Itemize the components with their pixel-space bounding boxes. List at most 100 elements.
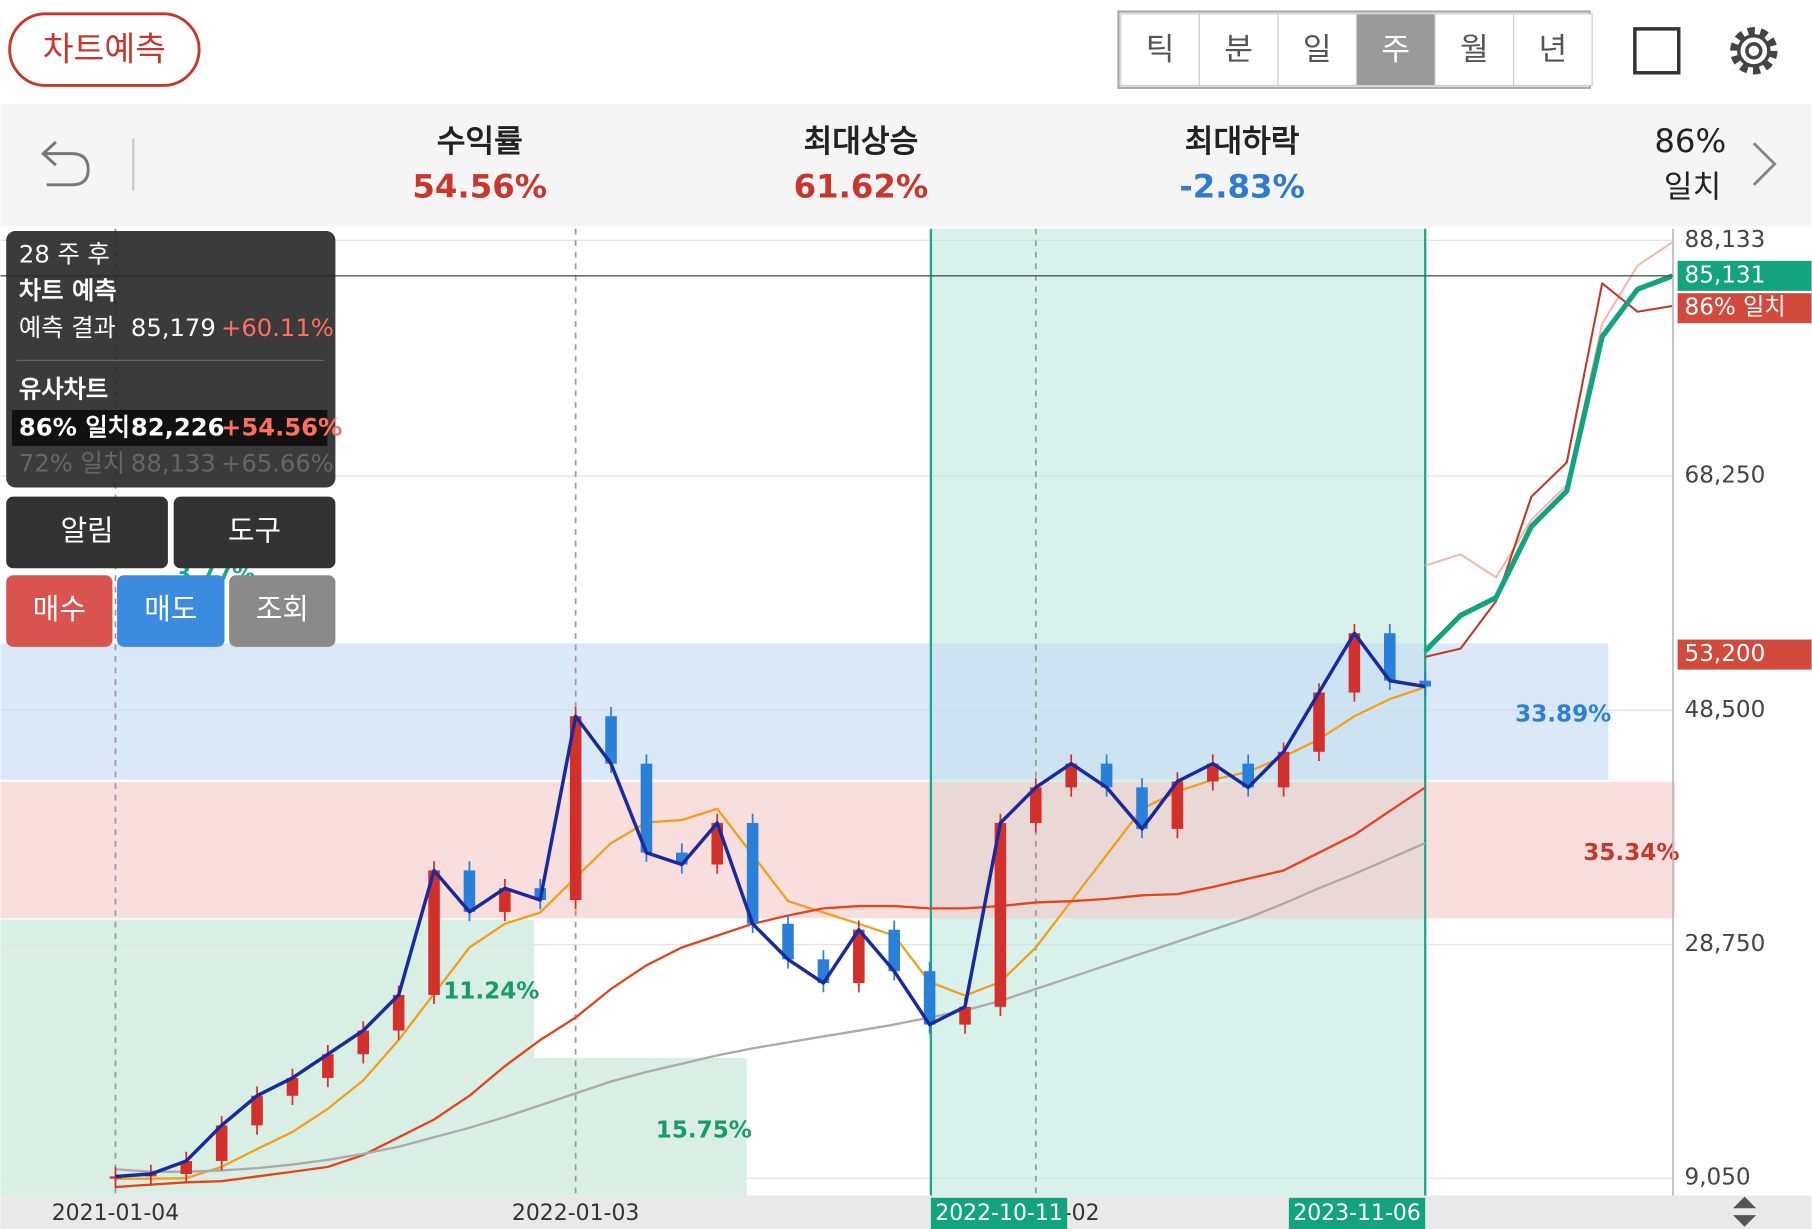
candle-body xyxy=(711,822,724,865)
period-tab-label[interactable]: 분 xyxy=(1224,32,1253,68)
stat-label: 최대상승 xyxy=(804,124,919,160)
candle-body xyxy=(746,822,759,924)
action-button[interactable] xyxy=(6,575,113,647)
forecast-line xyxy=(1424,282,1674,658)
candle-body xyxy=(1277,751,1290,788)
scroll-icon[interactable] xyxy=(1733,1196,1757,1227)
settings-icon-ring xyxy=(1737,34,1771,68)
y-tick-label: 48,500 xyxy=(1685,697,1766,723)
tooltip-cell: +54.56% xyxy=(221,413,342,442)
candle-body xyxy=(888,929,900,972)
action-button[interactable] xyxy=(173,496,336,569)
candle-body xyxy=(1384,633,1396,681)
candle-body xyxy=(180,1160,193,1175)
candle-body xyxy=(286,1077,299,1096)
candle-body xyxy=(817,959,830,984)
tooltip-cell: +65.66% xyxy=(221,448,334,477)
candle-body xyxy=(322,1054,334,1078)
stat-label: 수익률 xyxy=(437,124,523,160)
action-button-label[interactable]: 도구 xyxy=(228,513,281,547)
candle-body xyxy=(569,716,582,901)
period-tab[interactable] xyxy=(1277,13,1358,87)
candle-body xyxy=(1348,633,1361,693)
period-tab[interactable] xyxy=(1512,13,1593,87)
moving-average-line xyxy=(115,786,1426,1189)
tooltip-cell: 72% 일치 xyxy=(19,448,125,477)
current-price-label: 53,200 xyxy=(1685,641,1766,667)
action-button-label[interactable]: 알림 xyxy=(60,513,113,547)
candle-body xyxy=(499,888,511,912)
action-button[interactable] xyxy=(6,496,168,569)
settings-icon[interactable] xyxy=(1730,27,1778,75)
candle-body xyxy=(1242,763,1254,788)
x-tick-label: 2021-01-04 xyxy=(52,1201,180,1226)
match-value: 86% xyxy=(1654,122,1726,160)
chart-predict-label[interactable]: 차트예측 xyxy=(43,29,166,68)
zone-green xyxy=(0,1058,747,1196)
forecast-price-label: 85,131 xyxy=(1685,262,1766,288)
tooltip-forecast-title: 차트 예측 xyxy=(19,276,117,305)
zone-percent: 15.75% xyxy=(656,1117,752,1143)
candle-body xyxy=(923,971,936,1025)
tooltip-cell: 예측 결과 xyxy=(19,313,116,342)
forecast-line xyxy=(1423,273,1674,653)
candle-body xyxy=(392,994,405,1031)
candle-body xyxy=(1171,781,1184,829)
tooltip-cell: +60.11% xyxy=(221,313,334,342)
candle-body xyxy=(357,1030,370,1055)
candle-body xyxy=(1136,787,1148,829)
price-line xyxy=(115,631,1426,1179)
stat-label: 최대하락 xyxy=(1185,124,1300,160)
period-tab[interactable] xyxy=(1434,13,1515,87)
y-tick-label: 68,250 xyxy=(1685,463,1766,489)
action-button-label[interactable]: 조회 xyxy=(256,592,309,626)
current-price-box xyxy=(1677,639,1812,670)
y-tick-label: 28,750 xyxy=(1685,931,1766,957)
tooltip-cell: 88,133 xyxy=(131,448,216,477)
x-axis-bar xyxy=(0,1195,1812,1229)
stat-value: 61.62% xyxy=(794,167,929,205)
moving-average-line xyxy=(115,842,1426,1173)
next-icon[interactable] xyxy=(1752,142,1777,186)
settings-icon-hole xyxy=(1745,42,1763,60)
candle-body xyxy=(215,1125,228,1161)
similar-price-label: 86% 일치 xyxy=(1685,295,1786,321)
candle-body xyxy=(428,870,440,995)
zone-percent: 11.24% xyxy=(443,979,539,1005)
tooltip-cell: 82,226 xyxy=(131,413,225,442)
tooltip-cell: 86% 일치 xyxy=(19,413,130,442)
candle-body xyxy=(853,929,865,984)
zone-red xyxy=(0,781,1676,919)
period-tab-label[interactable]: 일 xyxy=(1303,32,1332,68)
candle-body xyxy=(109,1176,122,1179)
period-tab-label[interactable]: 틱 xyxy=(1146,32,1175,68)
candle-body xyxy=(1100,763,1113,788)
fullscreen-icon[interactable] xyxy=(1633,27,1681,75)
candle-body xyxy=(1419,680,1431,687)
action-button-label[interactable]: 매도 xyxy=(144,592,197,626)
back-icon[interactable] xyxy=(41,141,90,187)
period-tab-label[interactable]: 월 xyxy=(1460,32,1489,68)
candle-body xyxy=(1313,692,1325,752)
period-tab-label[interactable]: 주 xyxy=(1381,32,1410,68)
action-button[interactable] xyxy=(229,575,336,647)
tooltip-cell: 85,179 xyxy=(131,313,216,342)
candle-body xyxy=(251,1095,263,1126)
candle-body xyxy=(782,923,794,960)
similar-price-box xyxy=(1677,293,1812,324)
period-tab-label[interactable]: 년 xyxy=(1538,32,1567,68)
stats-bar xyxy=(0,103,1812,227)
candle-body xyxy=(676,852,688,865)
zone-percent: 35.34% xyxy=(1583,840,1679,866)
action-button[interactable] xyxy=(117,575,225,647)
highlight-date-box xyxy=(1288,1197,1426,1229)
action-button-label[interactable]: 매수 xyxy=(33,592,86,626)
candle-body xyxy=(605,716,617,764)
forecast-price-box xyxy=(1677,260,1812,291)
period-tab[interactable] xyxy=(1355,13,1436,87)
tooltip-selected-row xyxy=(11,410,328,446)
candle-body xyxy=(640,763,653,853)
chart-predict-button[interactable] xyxy=(8,12,201,87)
candle-body xyxy=(1065,763,1077,788)
